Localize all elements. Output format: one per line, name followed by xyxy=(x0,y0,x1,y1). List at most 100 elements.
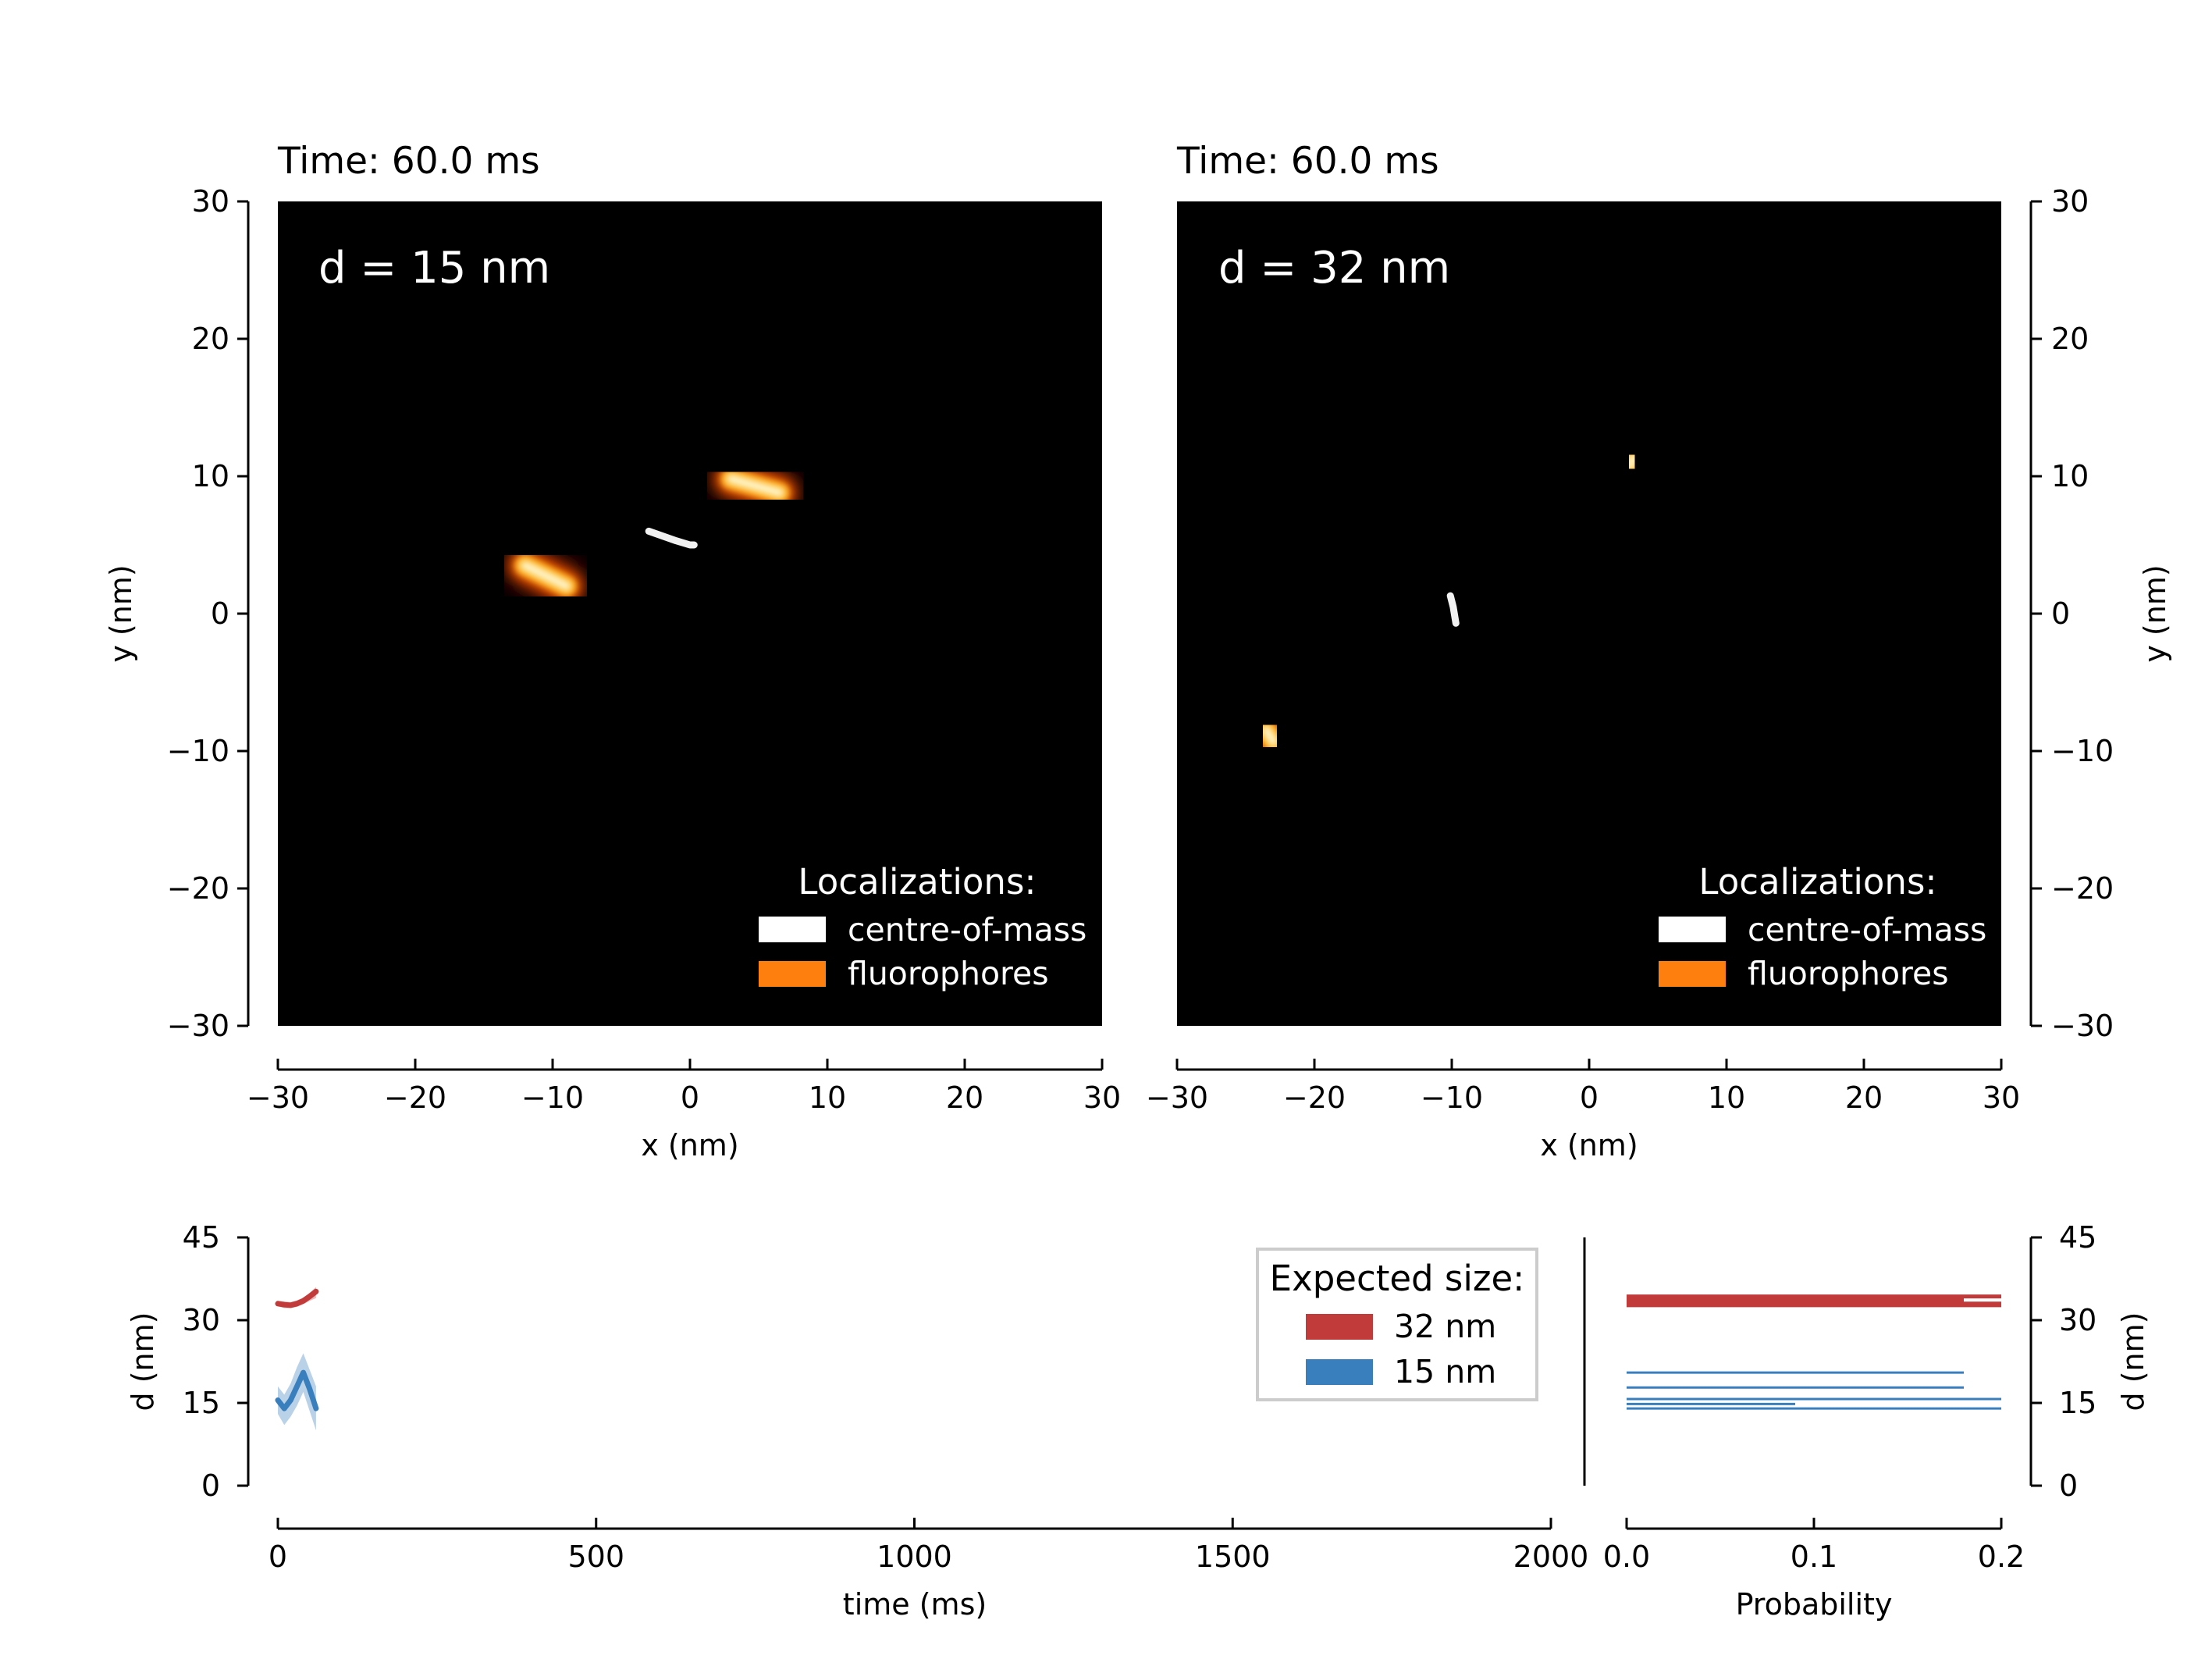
y-tick-label: 30 xyxy=(183,1303,220,1337)
x-tick-label: 10 xyxy=(1708,1080,1745,1115)
panel-15nm-image xyxy=(278,201,1102,1026)
x-tick-label: 30 xyxy=(1083,1080,1121,1115)
panel-32nm-legend-swatch-com xyxy=(1659,917,1726,942)
y-tick-label: −30 xyxy=(167,1009,229,1043)
panel-15nm-xlabel: x (nm) xyxy=(641,1128,738,1162)
x-tick-label: −20 xyxy=(384,1080,446,1115)
panel-15nm-com-track xyxy=(645,527,698,549)
fluorophore-blob xyxy=(710,458,800,514)
x-tick-label: 500 xyxy=(567,1540,624,1574)
panel-15nm-x-axis: −30 −20 −10 0 10 20 30 x (nm) xyxy=(247,1059,1121,1162)
timeseries-line-15nm xyxy=(275,1369,319,1412)
y-tick-label: −30 xyxy=(2051,1009,2114,1043)
x-tick-label: 0.0 xyxy=(1603,1540,1650,1574)
panel-15nm-legend-swatch-com xyxy=(759,917,826,942)
panel-15nm-annotation: d = 15 nm xyxy=(318,243,550,294)
panel-32nm-com-track xyxy=(1446,592,1460,627)
histogram-y-axis: 0 15 30 45 d (nm) xyxy=(2029,1220,2150,1503)
y-tick-label: 45 xyxy=(2059,1220,2096,1255)
fluorophore-blob-layer xyxy=(520,561,571,591)
x-tick-label: 1000 xyxy=(877,1540,952,1574)
panel-32nm-legend-label-fluor: fluorophores xyxy=(1748,955,1949,992)
y-tick-label: 45 xyxy=(183,1220,220,1255)
x-tick-label: 0 xyxy=(1580,1080,1599,1115)
x-tick-label: −30 xyxy=(247,1080,309,1115)
panel-15nm: Time: 60.0 ms d = 15 nm Localizations: c… xyxy=(104,140,1121,1162)
x-tick-label: 0.2 xyxy=(1978,1540,2025,1574)
fluorophore-blob xyxy=(504,545,587,607)
panel-15nm-ylabel: y (nm) xyxy=(104,564,138,662)
fluorophore-blob-layer xyxy=(726,474,784,498)
histogram-ylabel: d (nm) xyxy=(2116,1312,2150,1412)
timeseries-line-32nm xyxy=(275,1288,319,1308)
timeseries-legend-title: Expected size: xyxy=(1270,1258,1525,1299)
timeseries-legend-swatch-15 xyxy=(1306,1359,1373,1385)
x-tick-label: 0 xyxy=(681,1080,699,1115)
x-tick-label: 0 xyxy=(268,1540,287,1574)
x-tick-label: −30 xyxy=(1146,1080,1208,1115)
panel-32nm-legend: Localizations: centre-of-mass fluorophor… xyxy=(1659,861,1986,992)
panel-32nm-image xyxy=(1177,201,2001,1026)
panel-15nm-legend-swatch-fluor xyxy=(759,961,826,987)
panel-15nm-blobs xyxy=(504,458,800,607)
panel-15nm-legend-label-fluor: fluorophores xyxy=(848,955,1049,992)
x-tick-label: −20 xyxy=(1283,1080,1346,1115)
timeseries-marks xyxy=(275,1287,319,1431)
histogram-xlabel: Probability xyxy=(1736,1587,1893,1622)
histogram-plot: 0 15 30 45 d (nm) 0.0 0.1 0.2 Probability xyxy=(1603,1220,2150,1622)
panel-32nm-title: Time: 60.0 ms xyxy=(1176,140,1439,183)
y-tick-label: 0 xyxy=(201,1469,220,1503)
y-tick-label: −20 xyxy=(167,871,229,906)
panel-32nm-ylabel: y (nm) xyxy=(2138,564,2172,662)
y-tick-label: −10 xyxy=(167,734,229,768)
timeseries-legend-frame xyxy=(1256,1248,1538,1401)
panel-32nm-legend-title: Localizations: xyxy=(1698,861,1936,902)
panel-15nm-legend: Localizations: centre-of-mass fluorophor… xyxy=(759,861,1086,992)
y-tick-label: 0 xyxy=(2051,596,2070,631)
panel-15nm-title: Time: 60.0 ms xyxy=(277,140,540,183)
histogram-marks xyxy=(1627,1294,2001,1410)
x-tick-label: 20 xyxy=(1845,1080,1883,1115)
panel-15nm-legend-title: Localizations: xyxy=(798,861,1036,902)
x-tick-label: 30 xyxy=(1983,1080,2020,1115)
y-tick-label: 30 xyxy=(192,184,229,219)
y-tick-label: 0 xyxy=(2059,1469,2078,1503)
histogram-x-axis: 0.0 0.1 0.2 Probability xyxy=(1603,1518,2025,1622)
timeseries-legend-label-32: 32 nm xyxy=(1394,1308,1496,1345)
y-tick-label: −10 xyxy=(2051,734,2114,768)
panel-32nm-xlabel: x (nm) xyxy=(1540,1128,1638,1162)
panel-15nm-legend-label-com: centre-of-mass xyxy=(848,911,1086,949)
x-tick-label: −10 xyxy=(1421,1080,1483,1115)
y-tick-label: 10 xyxy=(192,459,229,493)
timeseries-ylabel: d (nm) xyxy=(126,1312,160,1412)
y-tick-label: −20 xyxy=(2051,871,2114,906)
y-tick-label: 15 xyxy=(2059,1386,2096,1420)
x-tick-label: 2000 xyxy=(1513,1540,1589,1574)
timeseries-xlabel: time (ms) xyxy=(843,1587,987,1622)
fluorophore-blob-layer xyxy=(1625,454,1638,470)
panel-32nm-annotation: d = 32 nm xyxy=(1218,243,1450,294)
panel-15nm-y-axis: −30 −20 −10 0 10 20 30 y (nm) xyxy=(104,184,250,1043)
x-tick-label: 10 xyxy=(809,1080,846,1115)
timeseries-legend-label-15: 15 nm xyxy=(1394,1353,1496,1390)
timeseries-legend: Expected size: 32 nm 15 nm xyxy=(1256,1248,1538,1401)
x-tick-label: 1500 xyxy=(1195,1540,1271,1574)
y-tick-label: 20 xyxy=(2051,322,2089,356)
timeseries-plot: 0 15 30 45 d (nm) 0 500 1000 1500 2000 time (ms… xyxy=(126,1220,1588,1622)
timeseries-x-axis: 0 500 1000 1500 2000 time (ms) xyxy=(268,1518,1588,1622)
panel-32nm-legend-label-com: centre-of-mass xyxy=(1748,911,1986,949)
panel-32nm-x-axis: −30 −20 −10 0 10 20 30 x (nm) xyxy=(1146,1059,2020,1162)
panel-32nm-y-axis: −30 −20 −10 0 10 20 30 y (nm) xyxy=(2029,184,2172,1043)
y-tick-label: 30 xyxy=(2051,184,2089,219)
fluorophore-blob xyxy=(1246,710,1294,762)
panel-32nm: Time: 60.0 ms d = 32 nm Localizations: c… xyxy=(1146,140,2172,1162)
x-tick-label: 20 xyxy=(946,1080,983,1115)
panel-32nm-blobs xyxy=(1246,438,1654,762)
y-tick-label: 30 xyxy=(2059,1303,2096,1337)
x-tick-label: 0.1 xyxy=(1791,1540,1837,1574)
y-tick-label: 15 xyxy=(183,1386,220,1420)
y-tick-label: 10 xyxy=(2051,459,2089,493)
fluorophore-blob xyxy=(1609,438,1654,486)
y-tick-label: 20 xyxy=(192,322,229,356)
